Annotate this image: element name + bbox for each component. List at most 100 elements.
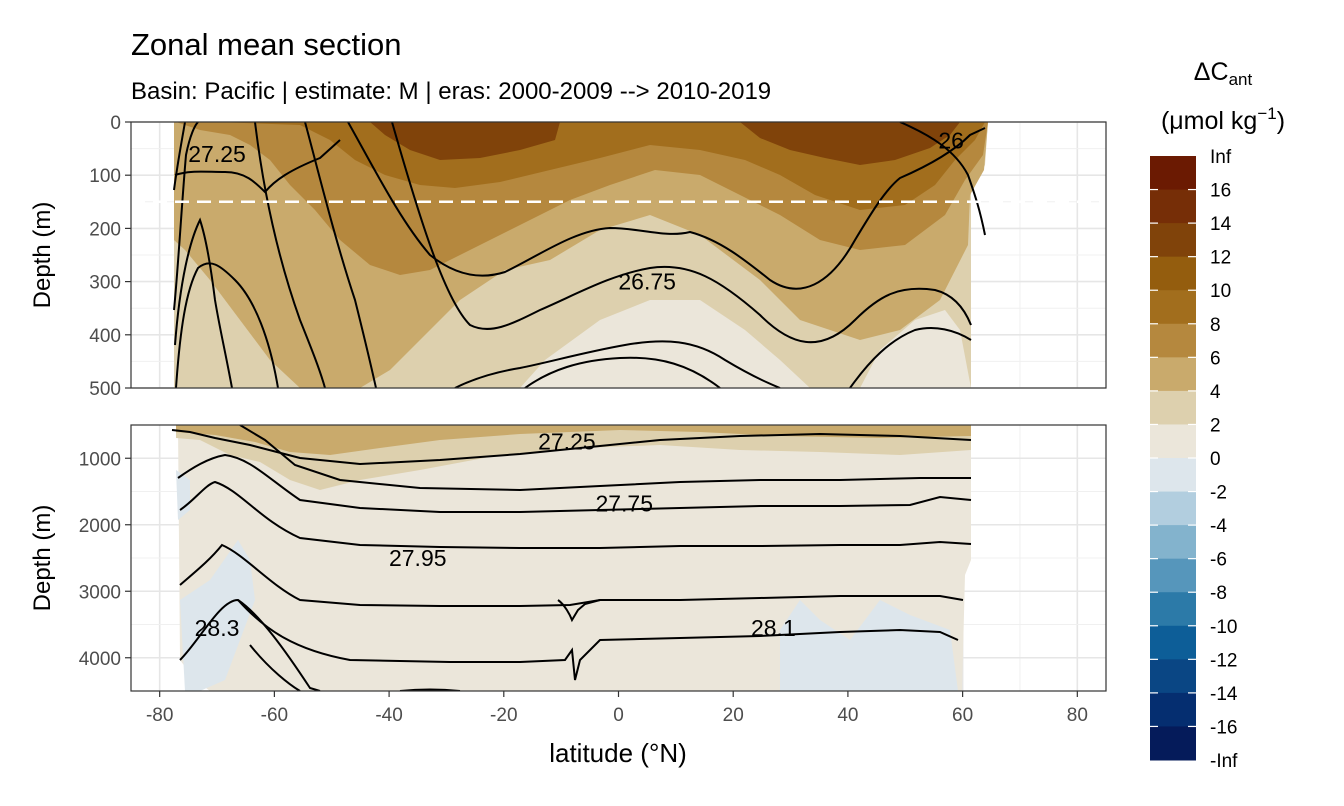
lower-y-axis-title: Depth (m)	[29, 505, 56, 612]
upper-contour-line	[173, 122, 186, 191]
y-tick-label: 500	[89, 379, 121, 400]
y-tick-label: 0	[110, 113, 121, 134]
upper-contour-line	[174, 217, 233, 388]
contour-label: 28.3	[195, 615, 240, 641]
x-tick-label: -80	[146, 705, 173, 726]
contour-label: 27.95	[389, 545, 447, 571]
legend-color-swatch	[1150, 458, 1196, 493]
legend-label: 2	[1210, 415, 1221, 436]
legend-units-prefix: (μmol kg	[1161, 107, 1257, 135]
upper-contour-line	[175, 262, 279, 388]
lower-contour-line	[171, 429, 972, 466]
lower-filled-contours	[176, 425, 971, 691]
x-tick-label: 80	[1067, 705, 1088, 726]
upper-contour-line	[391, 122, 972, 344]
legend-label: Inf	[1210, 147, 1232, 168]
legend-title-main: ΔC	[1194, 58, 1229, 86]
lower-contour-line	[557, 599, 601, 623]
legend-label: -6	[1210, 550, 1227, 571]
x-tick-label: 20	[723, 705, 744, 726]
lower-contour-line	[177, 453, 972, 513]
legend-color-swatch	[1150, 625, 1196, 660]
y-tick-label: 4000	[79, 649, 121, 670]
upper-contour-line	[347, 122, 986, 290]
legend-color-swatch	[1150, 525, 1196, 560]
y-tick-label: 3000	[79, 582, 121, 603]
legend-units-suffix: )	[1277, 107, 1285, 135]
contour-label: 26	[938, 128, 964, 154]
upper-contour-line	[173, 122, 199, 311]
legend-color-swatch	[1150, 726, 1196, 761]
y-tick-label: 100	[89, 166, 121, 187]
legend-color-swatch	[1150, 357, 1196, 392]
legend-labels: Inf 16 14 12 10 8 6 4 2 0 -2 -4 -6 -8 -10 -12 -14 -16 -Inf	[1210, 147, 1238, 772]
upper-contour-line	[174, 139, 341, 194]
legend-units: (μmol kg−1)	[1161, 104, 1285, 135]
x-tick-label: 0	[613, 705, 624, 726]
chart-title: Zonal mean section	[131, 27, 402, 62]
y-tick-label: 300	[89, 273, 121, 294]
upper-contour-line	[254, 122, 326, 388]
upper-filled-contours	[174, 122, 988, 388]
x-axis: -80 -60 -40 -20 0 20 40 60 80	[146, 691, 1088, 726]
lower-contour-line	[237, 599, 959, 681]
upper-contour-line	[524, 356, 721, 388]
contour-label: 27.25	[538, 429, 596, 455]
legend-color-swatch	[1150, 223, 1196, 258]
upper-y-axis-title: Depth (m)	[29, 202, 56, 309]
legend-label: -4	[1210, 516, 1227, 537]
legend-label: 0	[1210, 449, 1221, 470]
upper-panel-border	[130, 121, 1107, 389]
legend-label: 8	[1210, 315, 1221, 336]
upper-contour-line	[899, 122, 986, 236]
upper-field-darkest	[370, 122, 960, 165]
legend-color-swatch	[1150, 256, 1196, 291]
legend-color-swatch	[1150, 692, 1196, 727]
legend-color-swatch	[1150, 189, 1196, 224]
legend-colorbar	[1150, 156, 1196, 761]
x-tick-label: -40	[375, 705, 402, 726]
legend-label: -Inf	[1210, 751, 1238, 772]
chart-subtitle: Basin: Pacific | estimate: M | eras: 200…	[131, 78, 771, 105]
lower-field-top-dark	[176, 425, 971, 455]
lower-contour-line	[179, 543, 964, 607]
legend-color-swatch	[1150, 592, 1196, 627]
upper-contour-line	[849, 327, 972, 388]
y-tick-label: 1000	[79, 449, 121, 470]
x-axis-title: latitude (°N)	[549, 738, 687, 768]
x-tick-label: -60	[261, 705, 288, 726]
lower-field-base	[176, 425, 971, 691]
legend: ΔCant (μmol kg−1) Inf 16 14 12 10 8 6 4 2 0 -2 -4 -6…	[1150, 58, 1285, 772]
legend-color-swatch	[1150, 323, 1196, 358]
contour-label: 28.1	[751, 615, 796, 641]
x-tick-label: 40	[837, 705, 858, 726]
legend-color-swatch	[1150, 156, 1196, 191]
upper-field-bottom-light	[520, 300, 971, 388]
lower-negative-patch-1	[180, 540, 255, 691]
legend-color-swatch	[1150, 424, 1196, 459]
legend-label: 4	[1210, 382, 1221, 403]
x-tick-label: 60	[952, 705, 973, 726]
lower-y-axis: 1000 2000 3000 4000	[79, 449, 131, 670]
contour-label: 26.75	[618, 269, 676, 295]
upper-y-axis: 0 100 200 300 400 500	[89, 113, 131, 400]
contour-label: 27.25	[188, 141, 246, 167]
legend-title: ΔCant	[1194, 58, 1253, 89]
upper-contour-line	[454, 340, 781, 388]
legend-label: 6	[1210, 348, 1221, 369]
y-tick-label: 2000	[79, 516, 121, 537]
legend-label: -16	[1210, 717, 1237, 738]
legend-color-swatch	[1150, 659, 1196, 694]
lower-contour-line	[249, 644, 301, 691]
upper-contour-line	[304, 122, 377, 388]
legend-color-swatch	[1150, 390, 1196, 425]
y-tick-label: 200	[89, 219, 121, 240]
legend-label: -2	[1210, 483, 1227, 504]
contour-label: 27.75	[595, 490, 653, 516]
upper-contour-labels: 26 27.25 26.75	[188, 128, 964, 295]
legend-label: 12	[1210, 248, 1231, 269]
lower-negative-patch-3	[176, 470, 190, 520]
lower-contour-labels: 27.25 27.75 27.95 28.3 28.1	[195, 429, 796, 641]
legend-label: -8	[1210, 583, 1227, 604]
